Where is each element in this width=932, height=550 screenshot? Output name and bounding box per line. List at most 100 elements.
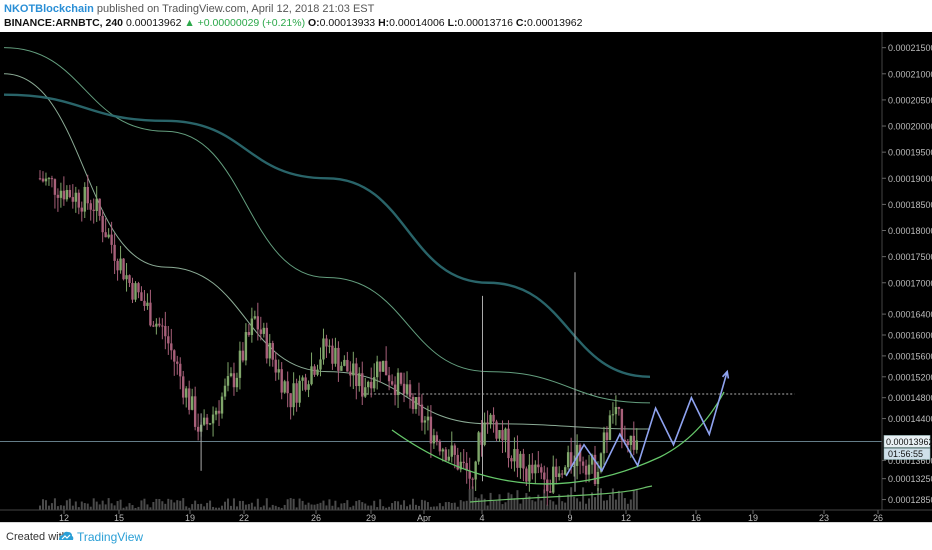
volume-bar bbox=[322, 500, 325, 510]
volume-bar bbox=[513, 498, 516, 510]
volume-bar bbox=[206, 502, 209, 510]
volume-bar bbox=[212, 506, 215, 510]
candle-body bbox=[590, 454, 594, 465]
countdown-label: 01:56:55 bbox=[888, 449, 923, 459]
volume-bar bbox=[444, 502, 447, 510]
volume-bar bbox=[65, 500, 68, 510]
volume-bar bbox=[585, 503, 588, 510]
candle-body bbox=[411, 396, 415, 410]
candle-body bbox=[125, 275, 128, 280]
candle-body bbox=[552, 466, 555, 493]
volume-bar bbox=[507, 492, 510, 510]
price-chart[interactable]: 0.00021500 0.00021000 0.00020500 0.00020000… bbox=[0, 32, 932, 523]
candle-body bbox=[432, 435, 436, 444]
candle-body bbox=[140, 292, 143, 301]
author-link[interactable]: NKOTBlockchain bbox=[4, 3, 94, 15]
volume-bar bbox=[191, 504, 194, 510]
low-label: L: bbox=[447, 17, 458, 29]
candle-body bbox=[513, 449, 516, 462]
candle-body bbox=[632, 435, 636, 450]
candles bbox=[38, 170, 638, 506]
candle-body bbox=[390, 381, 394, 385]
volume-bar bbox=[420, 499, 423, 510]
candle-body bbox=[265, 327, 268, 359]
candle-body bbox=[307, 384, 310, 390]
volume-bar bbox=[113, 505, 116, 510]
volume-bar bbox=[95, 501, 98, 510]
candle-body bbox=[370, 381, 373, 389]
candle-body bbox=[146, 302, 149, 306]
candle-body bbox=[113, 244, 116, 261]
volume-ma-line bbox=[469, 485, 653, 503]
tradingview-logo-icon bbox=[59, 531, 74, 540]
candle-body bbox=[486, 422, 489, 425]
volume-bar bbox=[382, 506, 385, 510]
candle-body bbox=[277, 369, 280, 373]
candle-body bbox=[202, 417, 206, 425]
candle-body bbox=[426, 416, 430, 421]
volume-bar bbox=[525, 493, 528, 510]
candle-body bbox=[134, 283, 137, 300]
candle-body bbox=[220, 396, 224, 414]
volume-bar bbox=[343, 503, 346, 510]
candle-body bbox=[611, 414, 615, 416]
candle-body bbox=[417, 397, 421, 405]
volume-bar bbox=[319, 502, 322, 510]
close-value: 0.00013962 bbox=[527, 17, 583, 29]
candle-body bbox=[367, 381, 370, 388]
candle-body bbox=[68, 189, 72, 198]
candle-body bbox=[131, 282, 134, 300]
candle-body bbox=[310, 366, 313, 385]
tradingview-brand[interactable]: TradingView bbox=[77, 530, 144, 544]
volume-bar bbox=[203, 506, 206, 510]
volume-bar bbox=[465, 500, 468, 510]
time-tick-label: 12 bbox=[621, 513, 631, 522]
volume-bar bbox=[376, 507, 379, 510]
candle-body bbox=[453, 445, 456, 455]
time-tick-label: 12 bbox=[59, 513, 69, 522]
volume-bar bbox=[155, 498, 158, 510]
candle-body bbox=[86, 186, 89, 204]
candle-body bbox=[229, 373, 233, 377]
time-tick-label: 29 bbox=[366, 513, 376, 522]
volume-bar bbox=[370, 505, 373, 510]
volume-bar bbox=[131, 505, 134, 510]
candle-body bbox=[283, 381, 286, 393]
created-with-text: Created with bbox=[6, 531, 68, 543]
candle-body bbox=[522, 453, 525, 469]
candle-body bbox=[119, 258, 122, 271]
volume-bar bbox=[268, 507, 271, 510]
candle-body bbox=[271, 343, 274, 360]
volume-bar bbox=[403, 500, 406, 510]
volume-bar bbox=[259, 507, 262, 510]
candle-body bbox=[214, 410, 218, 415]
volume-bar bbox=[423, 500, 426, 510]
volume-bar bbox=[414, 504, 417, 510]
price-tick-label: 0.00014400 bbox=[888, 414, 932, 424]
volume-bars bbox=[39, 485, 653, 510]
candle-body bbox=[462, 461, 465, 464]
candle-body bbox=[599, 453, 603, 472]
volume-bar bbox=[262, 505, 265, 510]
time-tick-label: 15 bbox=[114, 513, 124, 522]
candle-body bbox=[474, 461, 477, 480]
price-tick-label: 0.00019000 bbox=[888, 174, 932, 184]
candle-body bbox=[468, 470, 471, 479]
candle-body bbox=[438, 441, 442, 452]
time-tick-label: 22 bbox=[239, 513, 249, 522]
chart-area[interactable]: 0.00021500 0.00021000 0.00020500 0.00020000… bbox=[0, 32, 932, 523]
candle-body bbox=[435, 435, 439, 442]
volume-bar bbox=[531, 500, 534, 510]
volume-bar bbox=[167, 498, 170, 510]
volume-bar bbox=[200, 503, 203, 510]
candle-body bbox=[241, 350, 245, 361]
candle-body bbox=[173, 350, 176, 362]
candle-body bbox=[629, 435, 633, 445]
candle-body bbox=[605, 432, 609, 441]
candle-body bbox=[510, 458, 513, 462]
volume-bar bbox=[596, 487, 599, 510]
volume-bar bbox=[235, 506, 238, 510]
volume-bar bbox=[555, 504, 558, 510]
candle-body bbox=[253, 316, 257, 319]
candle-body bbox=[161, 325, 164, 327]
